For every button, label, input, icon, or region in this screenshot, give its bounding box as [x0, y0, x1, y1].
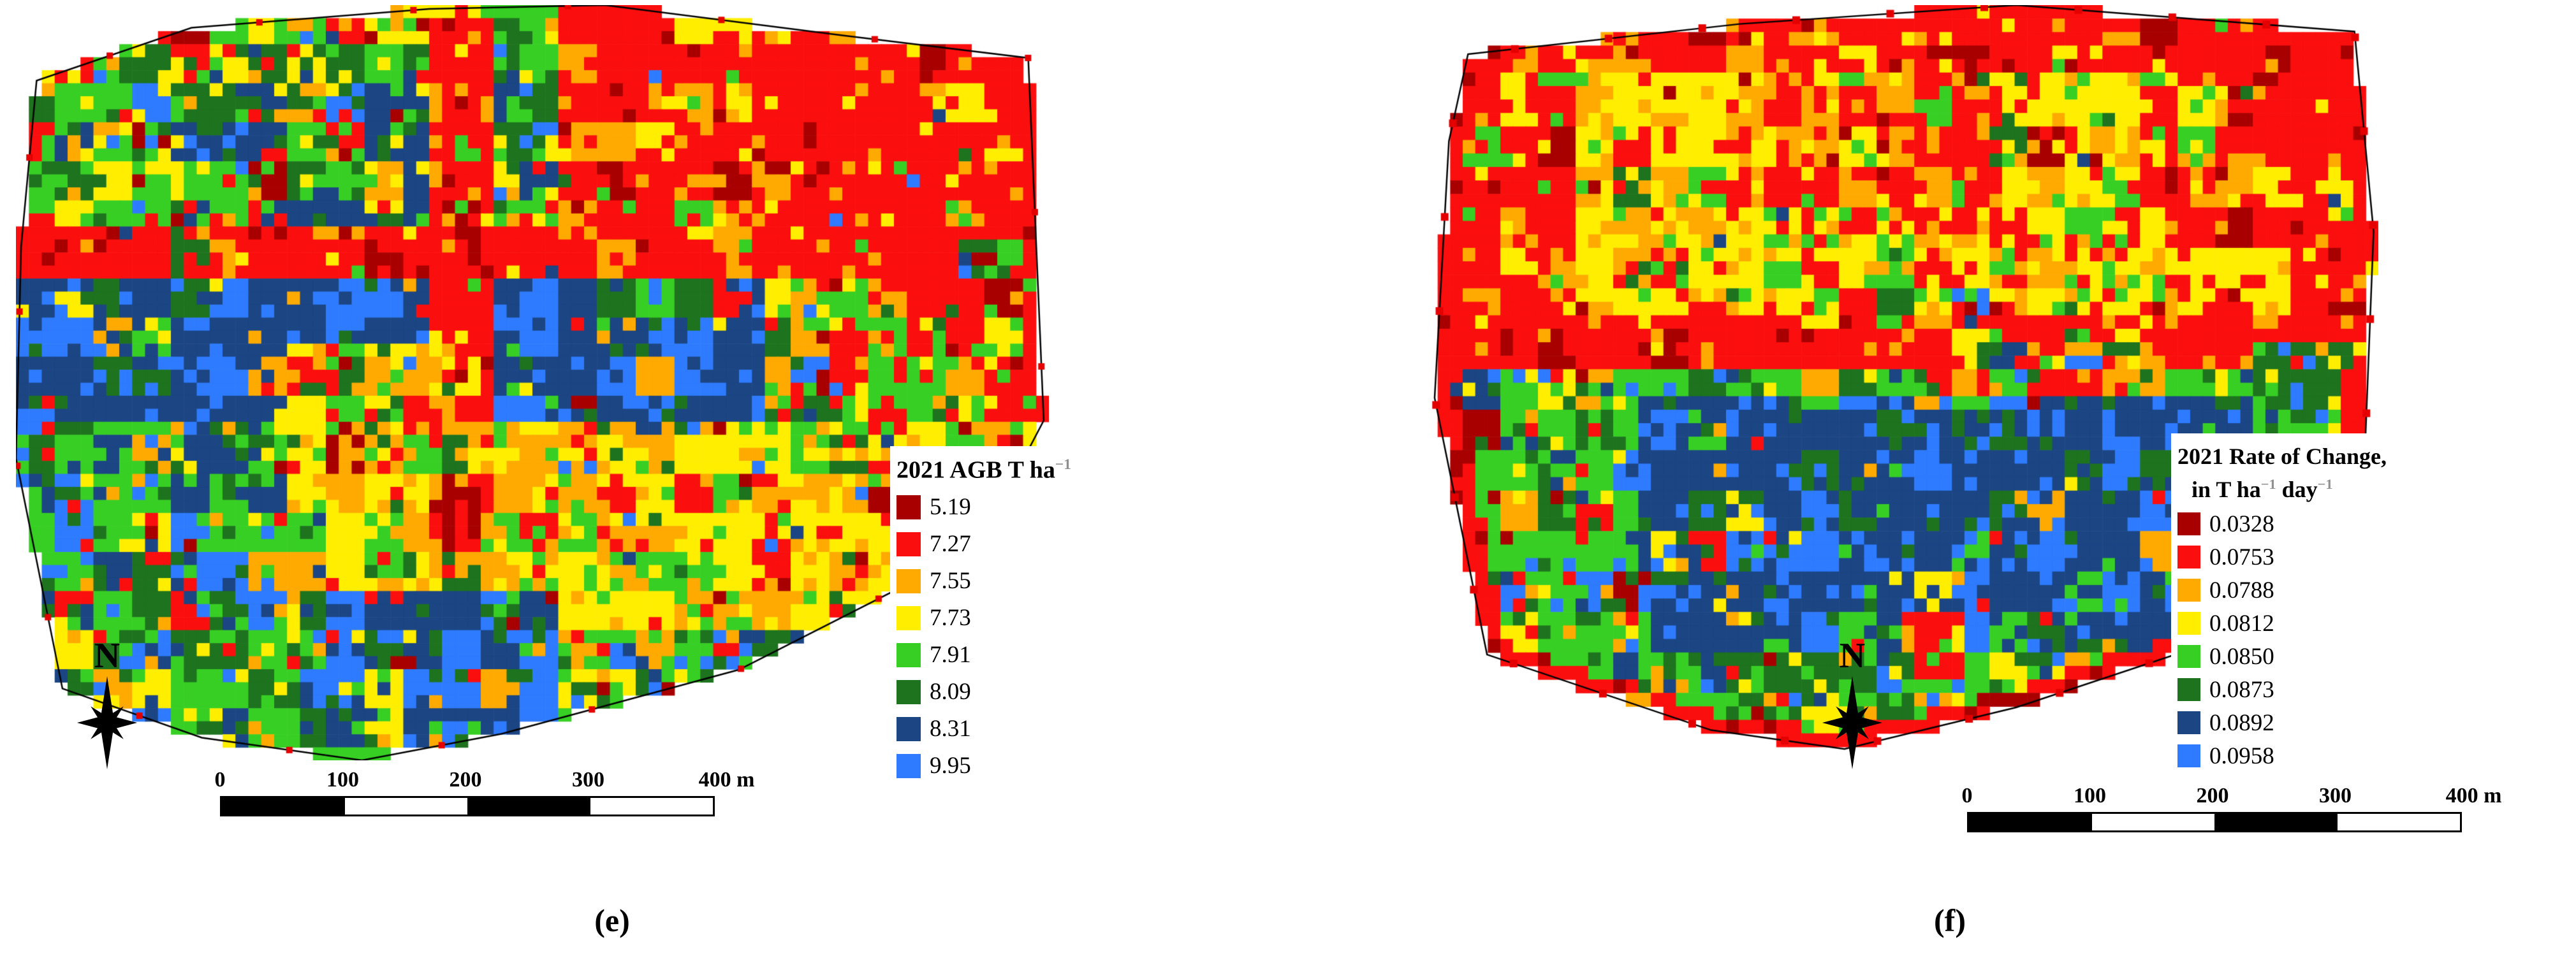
legend-entry: 0.0812: [2177, 607, 2402, 640]
scalebar-end-label: 400 m: [698, 768, 755, 792]
legend-title-sup: −1: [1055, 456, 1072, 473]
scalebar-tick: 300: [572, 768, 604, 792]
legend-color-swatch: [896, 568, 921, 593]
legend-entry: 0.0788: [2177, 574, 2402, 607]
legend-entry: 0.0958: [2177, 739, 2402, 772]
agb-legend: 2021 AGB T ha−1 5.19 7.27 7.55 7.73 7.91…: [890, 446, 1076, 792]
legend-entry: 0.0892: [2177, 706, 2402, 739]
legend-entry: 0.0850: [2177, 640, 2402, 673]
scalebar-f: 0 100 200 300 400 m: [1962, 784, 2502, 854]
north-label: N: [1839, 636, 1866, 676]
scalebar-end-label: 400 m: [2445, 784, 2502, 807]
scalebar-e: 0 100 200 300 400 m: [215, 768, 755, 838]
north-arrow-icon: [77, 676, 138, 769]
legend-color-swatch: [2177, 711, 2200, 734]
legend-rows: 0.0328 0.0753 0.0788 0.0812 0.0850 0.087…: [2177, 507, 2402, 772]
legend-entry: 7.55: [896, 563, 1070, 600]
legend-value: 0.0892: [2209, 709, 2274, 736]
legend-entry: 8.09: [896, 674, 1070, 711]
legend-value: 0.0873: [2209, 676, 2274, 703]
legend-color-swatch: [2177, 512, 2200, 535]
legend-color-swatch: [896, 679, 921, 704]
legend-value: 0.0788: [2209, 577, 2274, 604]
legend-color-swatch: [2177, 645, 2200, 668]
panel-label-e: (e): [594, 902, 630, 938]
legend-entry: 0.0328: [2177, 507, 2402, 540]
legend-title-line: in T ha−1 day−1: [2177, 470, 2402, 503]
legend-value: 0.0812: [2209, 610, 2274, 637]
legend-value: 8.09: [930, 679, 971, 706]
legend-color-swatch: [896, 716, 921, 741]
legend-entry: 7.91: [896, 637, 1070, 674]
legend-entry: 7.27: [896, 526, 1070, 563]
north-arrow-e: N: [50, 637, 165, 771]
rate-of-change-legend: 2021 Rate of Change, in T ha−1 day−1 0.0…: [2171, 433, 2408, 780]
scalebar-ticks: 0 100 200 300 400 m: [215, 768, 755, 795]
legend-color-swatch: [2177, 546, 2200, 568]
legend-color-swatch: [896, 532, 921, 556]
scalebar-tick: 0: [214, 768, 226, 792]
scalebar-segment: [1969, 814, 2092, 830]
scalebar-segment: [467, 798, 590, 815]
scalebar-segment: [344, 798, 467, 815]
legend-color-swatch: [2177, 744, 2200, 767]
panel-e: N 0 100 200 300 400 m 2021: [16, 5, 1076, 938]
legend-color-swatch: [896, 495, 921, 519]
legend-entry: 7.73: [896, 600, 1070, 637]
scalebar-ticks: 0 100 200 300 400 m: [1962, 784, 2502, 811]
scalebar-tick: 0: [1961, 784, 1973, 807]
legend-title-sup: −1: [2317, 476, 2333, 492]
scalebar-bar: [220, 796, 715, 816]
legend-entry: 0.0753: [2177, 540, 2402, 574]
legend-value: 0.0958: [2209, 742, 2274, 769]
north-arrow-icon: [1822, 676, 1883, 769]
legend-value: 0.0328: [2209, 510, 2274, 537]
north-arrow-f: N: [1795, 637, 1910, 771]
legend-value: 8.31: [930, 716, 971, 742]
legend-title-text: 2021 Rate of Change,: [2177, 444, 2387, 469]
agb-map-canvas: [16, 5, 1049, 760]
legend-entry: 9.95: [896, 748, 1070, 785]
legend-title: 2021 AGB T ha−1: [896, 450, 1072, 485]
scalebar-segment: [590, 798, 713, 815]
legend-title-line: 2021 Rate of Change,: [2177, 437, 2402, 470]
scalebar-segment: [2337, 814, 2460, 830]
panel-label-f: (f): [1934, 902, 1966, 938]
scalebar-tick: 200: [2196, 784, 2229, 807]
legend-rows: 5.19 7.27 7.55 7.73 7.91 8.09 8.31 9.95: [896, 489, 1070, 785]
legend-color-swatch: [896, 753, 921, 778]
scalebar-tick: 100: [2074, 784, 2106, 807]
legend-title-text: day: [2276, 477, 2318, 502]
legend-title: 2021 Rate of Change, in T ha−1 day−1: [2177, 437, 2402, 503]
north-label: N: [94, 636, 121, 676]
legend-title-sup: −1: [2260, 476, 2276, 492]
legend-value: 0.0753: [2209, 544, 2274, 570]
legend-value: 7.91: [930, 642, 971, 669]
scalebar-segment: [2214, 814, 2338, 830]
legend-title-text: 2021 AGB T ha: [896, 456, 1055, 484]
legend-color-swatch: [2177, 678, 2200, 701]
legend-value: 0.0850: [2209, 643, 2274, 670]
legend-entry: 8.31: [896, 711, 1070, 748]
legend-value: 9.95: [930, 753, 971, 779]
legend-color-swatch: [2177, 579, 2200, 602]
legend-title-text: in T ha: [2192, 477, 2261, 502]
legend-color-swatch: [2177, 612, 2200, 635]
legend-color-swatch: [896, 605, 921, 630]
legend-value: 7.27: [930, 531, 971, 558]
legend-value: 7.55: [930, 568, 971, 595]
panel-f: N 0 100 200 300 400 m: [1288, 0, 2576, 963]
legend-entry: 0.0873: [2177, 673, 2402, 706]
legend-value: 5.19: [930, 494, 971, 521]
scalebar-tick: 100: [326, 768, 359, 792]
scalebar-bar: [1967, 812, 2462, 832]
legend-color-swatch: [896, 642, 921, 667]
scalebar-tick: 200: [449, 768, 482, 792]
scalebar-segment: [222, 798, 345, 815]
scalebar-segment: [2091, 814, 2214, 830]
legend-value: 7.73: [930, 605, 971, 632]
legend-entry: 5.19: [896, 489, 1070, 526]
scalebar-tick: 300: [2319, 784, 2352, 807]
